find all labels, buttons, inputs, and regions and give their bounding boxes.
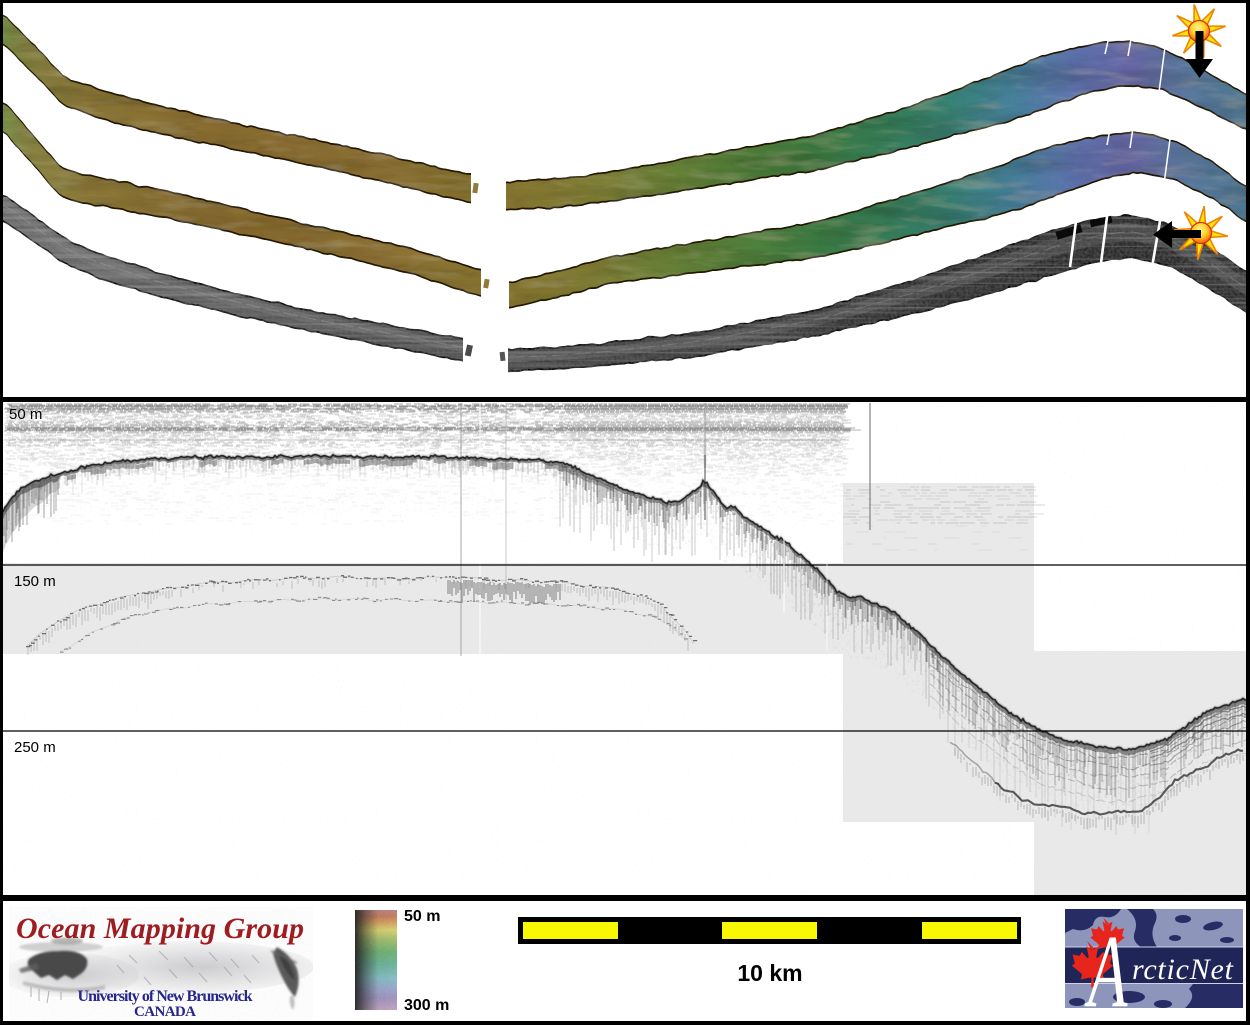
svg-text:University of New Brunswick: University of New Brunswick	[78, 988, 253, 1005]
svg-text:Ocean Mapping Group: Ocean Mapping Group	[16, 912, 304, 945]
svg-text:A: A	[1084, 913, 1128, 1008]
svg-text:rcticNet: rcticNet	[1132, 953, 1234, 986]
svg-text:CANADA: CANADA	[134, 1004, 196, 1020]
